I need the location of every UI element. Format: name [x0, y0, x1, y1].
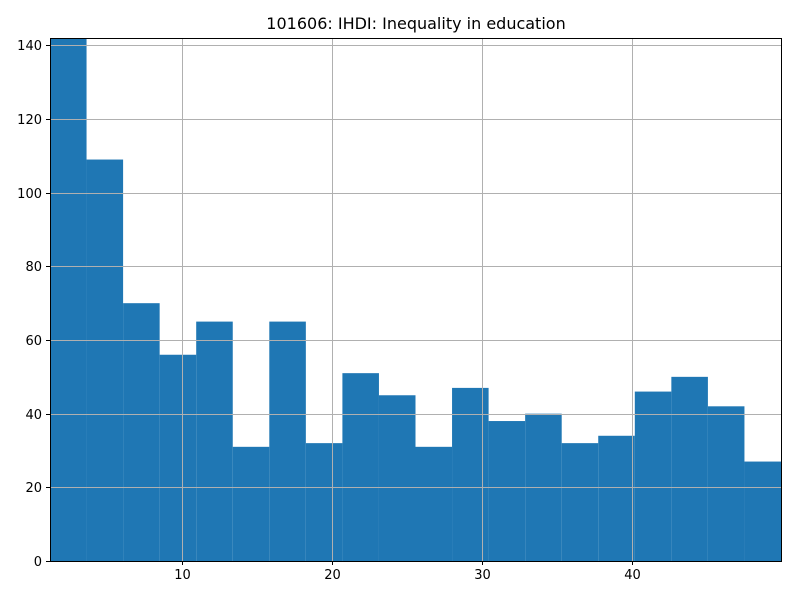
y-tick-label: 60 [25, 334, 42, 349]
histogram-bar-1 [50, 38, 87, 561]
histogram-bar-4 [159, 354, 197, 561]
x-tick-label: 40 [624, 568, 641, 583]
histogram-bar-11 [415, 446, 453, 561]
histogram-bar-5 [196, 321, 233, 561]
y-tick-label: 140 [17, 39, 42, 54]
histogram-bar-2 [86, 159, 124, 562]
grid-layer [50, 38, 781, 562]
y-tick-label: 80 [25, 260, 42, 275]
y-tick-label: 100 [17, 187, 42, 202]
y-tick-label: 40 [25, 408, 42, 423]
histogram-bar-20 [744, 461, 781, 561]
histogram-bar-8 [305, 443, 343, 561]
histogram-bar-10 [378, 395, 416, 561]
histogram-bar-18 [671, 376, 708, 561]
y-tick-label: 20 [25, 481, 42, 496]
histogram-bar-3 [123, 303, 160, 561]
chart-title: 101606: IHDI: Inequality in education [266, 14, 565, 33]
histogram-bar-15 [561, 443, 599, 561]
x-tick-label: 10 [174, 568, 191, 583]
ticks-layer: 10 20 30 40 0 20 40 60 80 100 120 140 [17, 39, 641, 583]
plot-frame [50, 38, 782, 562]
histogram-bar-6 [232, 446, 270, 561]
bars-layer [50, 38, 781, 562]
histogram-bar-12 [452, 387, 489, 561]
x-tick-label: 20 [324, 568, 341, 583]
histogram-bar-16 [598, 435, 635, 561]
histogram-bar-19 [707, 406, 745, 561]
histogram-bar-7 [269, 321, 306, 561]
histogram-bar-13 [488, 421, 526, 561]
histogram-bar-17 [634, 391, 672, 561]
histogram-bar-9 [342, 373, 379, 561]
x-tick-label: 30 [474, 568, 491, 583]
y-tick-label: 120 [17, 113, 42, 128]
y-tick-label: 0 [34, 555, 42, 570]
